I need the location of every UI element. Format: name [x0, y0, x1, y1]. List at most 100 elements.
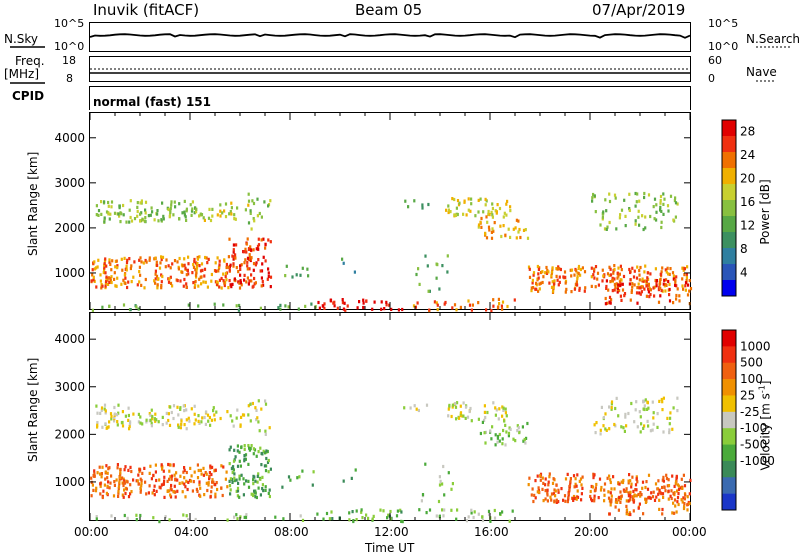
- data-cell: [614, 196, 617, 200]
- data-cell: [130, 280, 133, 284]
- data-cell: [652, 286, 655, 290]
- data-cell: [613, 193, 617, 197]
- data-cell: [279, 303, 282, 307]
- data-cell: [583, 270, 587, 274]
- data-cell: [214, 492, 217, 496]
- data-cell: [641, 480, 645, 484]
- data-cell: [210, 490, 213, 494]
- data-cell: [661, 492, 665, 496]
- data-cell: [185, 218, 188, 222]
- data-cell: [688, 492, 691, 496]
- data-cell: [95, 213, 98, 217]
- data-cell: [501, 414, 504, 418]
- data-cell: [636, 265, 639, 269]
- data-cell: [661, 266, 664, 270]
- data-cell: [103, 216, 106, 220]
- data-cell: [646, 419, 649, 423]
- power-panel: [89, 112, 691, 310]
- data-cell: [211, 207, 214, 211]
- data-cell: [424, 462, 427, 466]
- data-cell: [634, 408, 637, 412]
- data-cell: [569, 477, 572, 481]
- data-cell: [257, 420, 260, 424]
- data-cell: [195, 267, 198, 271]
- data-cell: [549, 495, 552, 499]
- data-cell: [563, 494, 567, 498]
- freq-panel: [89, 56, 691, 82]
- data-cell: [621, 480, 625, 485]
- data-cell: [666, 484, 669, 488]
- data-cell: [139, 201, 142, 205]
- data-cell: [497, 297, 500, 301]
- data-cell: [658, 281, 661, 285]
- data-cell: [674, 283, 677, 287]
- data-cell: [653, 498, 657, 502]
- data-cell: [657, 288, 660, 292]
- data-cell: [660, 209, 663, 213]
- data-cell: [649, 292, 652, 297]
- data-cell: [96, 471, 99, 475]
- data-cell: [235, 489, 238, 493]
- data-cell: [173, 484, 176, 488]
- data-cell: [625, 499, 628, 503]
- data-cell: [149, 418, 152, 422]
- data-cell: [605, 209, 608, 213]
- data-cell: [209, 423, 212, 427]
- data-cell: [619, 278, 622, 282]
- data-cell: [145, 420, 148, 424]
- data-cell: [124, 276, 127, 280]
- data-cell: [675, 297, 678, 301]
- data-cell: [609, 491, 612, 495]
- data-cell: [638, 291, 641, 295]
- data-cell: [129, 266, 132, 271]
- data-cell: [213, 418, 216, 422]
- data-cell: [683, 505, 686, 509]
- data-cell: [232, 459, 236, 463]
- data-cell: [673, 484, 676, 488]
- data-cell: [124, 414, 127, 418]
- data-cell: [505, 414, 508, 418]
- data-cell: [183, 476, 186, 480]
- data-cell: [247, 404, 250, 408]
- data-cell: [219, 209, 222, 213]
- data-cell: [260, 276, 263, 280]
- data-cell: [249, 402, 252, 406]
- nsearch-tick-bottom: 10^0: [708, 40, 739, 53]
- data-cell: [682, 287, 685, 291]
- data-cell: [539, 478, 542, 482]
- data-cell: [628, 207, 631, 211]
- data-cell: [250, 273, 253, 277]
- data-cell: [254, 479, 257, 483]
- data-cell: [642, 227, 645, 232]
- data-cell: [152, 473, 155, 477]
- data-cell: [481, 420, 484, 424]
- power-colorbar-swatch: [722, 200, 736, 217]
- data-cell: [116, 276, 119, 280]
- data-cell: [518, 431, 521, 435]
- data-cell: [451, 482, 454, 486]
- data-cell: [625, 512, 628, 516]
- data-cell: [403, 406, 406, 410]
- data-cell: [194, 268, 197, 272]
- power-colorbar-tick: 20: [740, 172, 755, 186]
- data-cell: [678, 299, 681, 303]
- data-cell: [580, 492, 583, 496]
- data-cell: [255, 408, 258, 412]
- data-cell: [169, 495, 173, 499]
- data-cell: [262, 489, 265, 493]
- data-cell: [142, 261, 145, 265]
- data-cell: [619, 490, 622, 494]
- data-cell: [597, 496, 600, 500]
- data-cell: [502, 406, 505, 410]
- data-cell: [532, 499, 535, 504]
- data-cell: [576, 277, 579, 281]
- data-cell: [207, 419, 210, 423]
- data-cell: [224, 477, 227, 481]
- data-cell: [235, 513, 238, 517]
- data-cell: [522, 439, 525, 443]
- data-cell: [265, 456, 268, 461]
- data-cell: [536, 474, 539, 478]
- data-cell: [160, 286, 163, 290]
- data-cell: [333, 300, 336, 304]
- data-cell: [672, 492, 675, 496]
